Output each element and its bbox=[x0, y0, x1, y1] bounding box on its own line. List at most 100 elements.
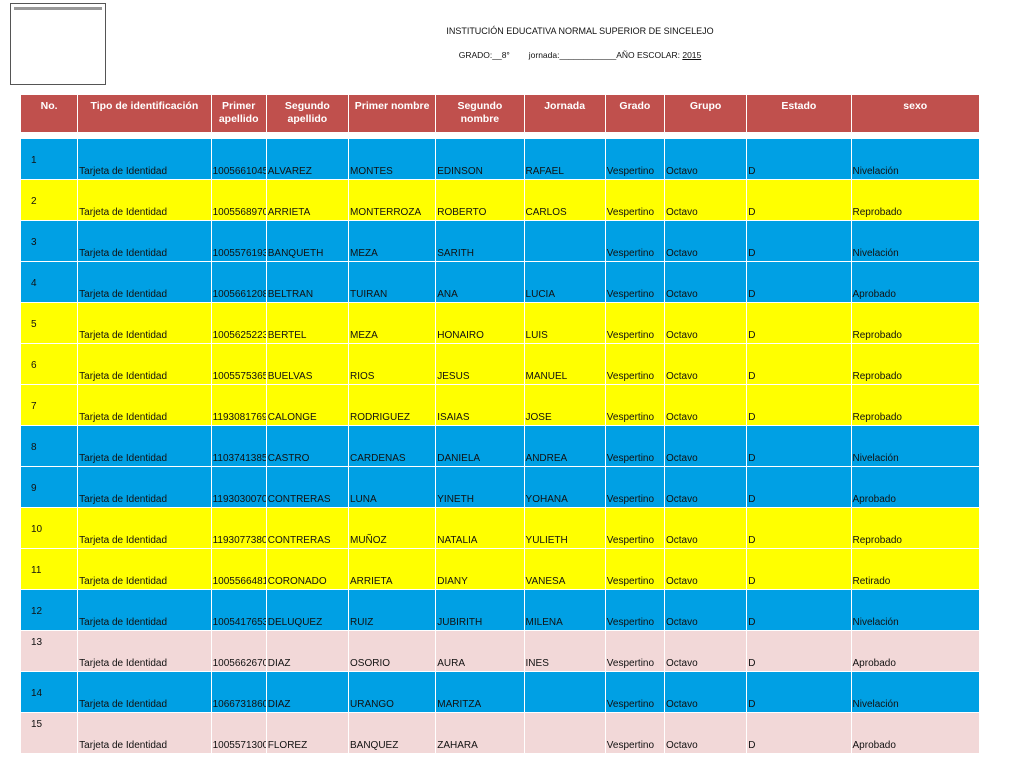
grade-cell: Octavo bbox=[663, 302, 748, 344]
column-header[interactable]: Estado bbox=[746, 94, 852, 133]
column-header[interactable]: Grado bbox=[604, 94, 665, 133]
id-number-cell: 1193030070 bbox=[210, 466, 267, 508]
shift-cell: Vespertino bbox=[604, 589, 665, 631]
row-number: 13 bbox=[31, 637, 43, 648]
first-surname-cell: CORONADO bbox=[265, 548, 350, 590]
group-cell: D bbox=[746, 630, 852, 672]
column-header[interactable]: Primer apellido bbox=[210, 94, 267, 133]
column-header[interactable]: Grupo bbox=[663, 94, 748, 133]
first-name-cell: YINETH bbox=[435, 466, 525, 508]
id-number-cell: 1005662670 bbox=[210, 630, 267, 672]
table-row[interactable]: 12 Tarjeta de Identidad 1005417653 DELUQUEZ… bbox=[19, 589, 981, 631]
column-header[interactable]: sexo bbox=[850, 94, 981, 133]
table-row[interactable]: 8 Tarjeta de Identidad 1103741385 CASTRO CAR… bbox=[19, 425, 981, 467]
table-row[interactable]: 1 Tarjeta de Identidad 1005661045 ALVAREZ MO… bbox=[19, 138, 981, 180]
group-cell: D bbox=[746, 179, 852, 221]
second-surname-cell: RUIZ bbox=[347, 589, 437, 631]
shift-cell: Vespertino bbox=[604, 302, 665, 344]
table-row[interactable]: 15 Tarjeta de Identidad 1005571300 FLOREZ BA… bbox=[19, 712, 981, 754]
row-number-cell: 5 bbox=[19, 302, 79, 344]
row-number: 8 bbox=[31, 442, 37, 453]
id-number-cell: 1066731860 bbox=[210, 671, 267, 713]
group-cell: D bbox=[746, 425, 852, 467]
status-cell: Reprobado bbox=[850, 507, 981, 549]
shift-cell: Vespertino bbox=[604, 466, 665, 508]
second-name-cell bbox=[523, 671, 606, 713]
column-header[interactable]: Segundo nombre bbox=[435, 94, 525, 133]
table-row[interactable]: 2 Tarjeta de Identidad 1005568970 ARRIETA MO… bbox=[19, 179, 981, 221]
table-row[interactable]: 6 Tarjeta de Identidad 1005575365 BUELVAS RI… bbox=[19, 343, 981, 385]
table-row[interactable]: 5 Tarjeta de Identidad 1005625223 BERTEL MEZ… bbox=[19, 302, 981, 344]
first-surname-cell: BERTEL bbox=[265, 302, 350, 344]
table-row[interactable]: 11 Tarjeta de Identidad 1005566481 CORONADO… bbox=[19, 548, 981, 590]
group-cell: D bbox=[746, 507, 852, 549]
row-number-cell: 15 bbox=[19, 712, 79, 754]
shift-cell: Vespertino bbox=[604, 179, 665, 221]
grade-cell: Octavo bbox=[663, 343, 748, 385]
column-header[interactable]: Primer nombre bbox=[347, 94, 437, 133]
shift-cell: Vespertino bbox=[604, 343, 665, 385]
table-row[interactable]: 10 Tarjeta de Identidad 1193077380 CONTRERA… bbox=[19, 507, 981, 549]
second-surname-cell: TUIRAN bbox=[347, 261, 437, 303]
id-number-cell: 1005568970 bbox=[210, 179, 267, 221]
id-number-cell: 1193077380 bbox=[210, 507, 267, 549]
id-number-cell: 1005576193 bbox=[210, 220, 267, 262]
shift-cell: Vespertino bbox=[604, 712, 665, 754]
logo-caption bbox=[14, 7, 102, 10]
second-surname-cell: RIOS bbox=[347, 343, 437, 385]
second-surname-cell: URANGO bbox=[347, 671, 437, 713]
column-header[interactable]: Tipo de identificación bbox=[77, 94, 212, 133]
row-number-cell: 3 bbox=[19, 220, 79, 262]
second-name-cell bbox=[523, 712, 606, 754]
status-cell: Retirado bbox=[850, 548, 981, 590]
id-type-cell: Tarjeta de Identidad bbox=[77, 589, 212, 631]
row-number: 14 bbox=[31, 688, 43, 699]
grade-cell: Octavo bbox=[663, 466, 748, 508]
second-name-cell: MILENA bbox=[523, 589, 606, 631]
row-number-cell: 11 bbox=[19, 548, 79, 590]
id-type-cell: Tarjeta de Identidad bbox=[77, 466, 212, 508]
table-row[interactable]: 3 Tarjeta de Identidad 1005576193 BANQUETH M… bbox=[19, 220, 981, 262]
grade-cell: Octavo bbox=[663, 179, 748, 221]
id-type-cell: Tarjeta de Identidad bbox=[77, 343, 212, 385]
status-cell: Reprobado bbox=[850, 302, 981, 344]
first-surname-cell: CONTRERAS bbox=[265, 507, 350, 549]
shift-cell: Vespertino bbox=[604, 384, 665, 426]
second-surname-cell: RODRIGUEZ bbox=[347, 384, 437, 426]
id-number-cell: 1005661045 bbox=[210, 138, 267, 180]
column-header[interactable]: Segundo apellido bbox=[265, 94, 350, 133]
table-body: 1 Tarjeta de Identidad 1005661045 ALVAREZ MO… bbox=[19, 132, 981, 754]
row-number-cell: 1 bbox=[19, 138, 79, 180]
first-surname-cell: BANQUETH bbox=[265, 220, 350, 262]
grade-cell: Octavo bbox=[663, 425, 748, 467]
column-header[interactable]: No. bbox=[19, 94, 79, 133]
row-number-cell: 10 bbox=[19, 507, 79, 549]
jornada-label: jornada:____________AÑO ESCOLAR: bbox=[528, 50, 680, 60]
grade-cell: Octavo bbox=[663, 712, 748, 754]
shift-cell: Vespertino bbox=[604, 261, 665, 303]
status-cell: Nivelación bbox=[850, 425, 981, 467]
shift-cell: Vespertino bbox=[604, 548, 665, 590]
table-row[interactable]: 14 Tarjeta de Identidad 1066731860 DIAZ URAN… bbox=[19, 671, 981, 713]
first-name-cell: NATALIA bbox=[435, 507, 525, 549]
column-header[interactable]: Jornada bbox=[523, 94, 606, 133]
table-row[interactable]: 9 Tarjeta de Identidad 1193030070 CONTRERAS… bbox=[19, 466, 981, 508]
id-number-cell: 1103741385 bbox=[210, 425, 267, 467]
row-number: 11 bbox=[31, 565, 42, 576]
row-number-cell: 8 bbox=[19, 425, 79, 467]
row-number: 6 bbox=[31, 360, 37, 371]
second-surname-cell: ARRIETA bbox=[347, 548, 437, 590]
shift-cell: Vespertino bbox=[604, 630, 665, 672]
id-type-cell: Tarjeta de Identidad bbox=[77, 548, 212, 590]
table-row[interactable]: 4 Tarjeta de Identidad 1005661208 BELTRAN TU… bbox=[19, 261, 981, 303]
row-number: 4 bbox=[31, 278, 37, 289]
row-number-cell: 7 bbox=[19, 384, 79, 426]
first-surname-cell: ALVAREZ bbox=[265, 138, 350, 180]
first-name-cell: EDINSON bbox=[435, 138, 525, 180]
table-row[interactable]: 13 Tarjeta de Identidad 1005662670 DIAZ OSOR… bbox=[19, 630, 981, 672]
row-number: 2 bbox=[31, 196, 37, 207]
first-name-cell: ROBERTO bbox=[435, 179, 525, 221]
second-name-cell: ANDREA bbox=[523, 425, 606, 467]
grade-cell: Octavo bbox=[663, 548, 748, 590]
table-row[interactable]: 7 Tarjeta de Identidad 1193081769 CALONGE RO… bbox=[19, 384, 981, 426]
